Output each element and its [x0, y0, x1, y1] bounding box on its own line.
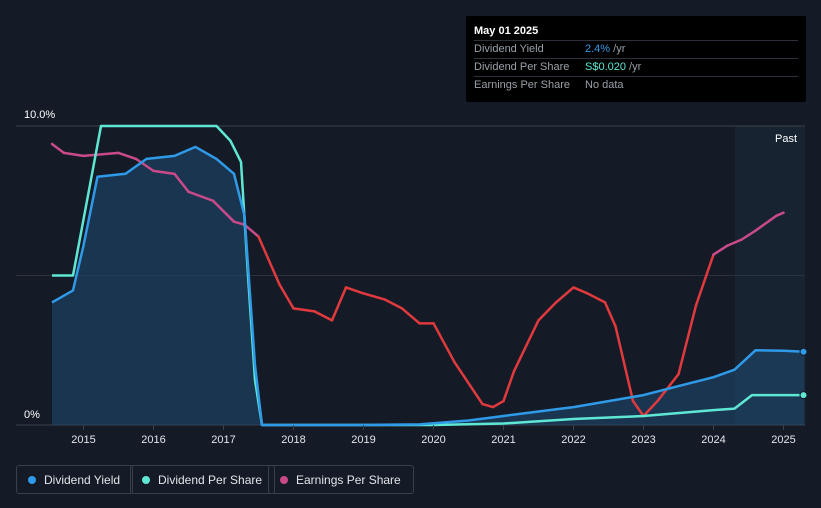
tooltip-label: Earnings Per Share — [474, 79, 570, 91]
eps-line-segment — [292, 307, 316, 313]
legend-dot-icon — [142, 475, 150, 484]
eps-line-segment — [383, 298, 404, 310]
x-tick-label: 2024 — [701, 434, 725, 446]
legend-item-dividend-per-share[interactable]: Dividend Per Share — [130, 465, 276, 494]
eps-line-segment — [50, 142, 66, 155]
eps-line-segment — [554, 286, 575, 304]
eps-line-segment — [572, 286, 589, 295]
y-label-bottom: 0% — [24, 409, 40, 421]
eps-line-segment — [586, 292, 607, 304]
x-tick-label: 2021 — [491, 434, 515, 446]
tooltip-value: No data — [585, 79, 624, 91]
tooltip-value: S$0.020 — [585, 61, 626, 73]
eps-line-segment — [187, 190, 215, 202]
eps-line-segment — [400, 307, 421, 325]
tooltip-unit: /yr — [625, 61, 642, 73]
x-tick-label: 2015 — [71, 434, 95, 446]
x-tick-label: 2019 — [351, 434, 375, 446]
eps-line-segment — [313, 310, 334, 322]
series-layer — [50, 124, 808, 427]
x-tick-label: 2025 — [771, 434, 795, 446]
x-tick-label: 2016 — [141, 434, 165, 446]
eps-line-segment — [642, 399, 659, 418]
tooltip-value: 2.4% — [585, 43, 611, 55]
legend-dot-icon — [280, 475, 288, 484]
x-tick-label: 2022 — [561, 434, 585, 446]
eps-line-segment — [152, 169, 176, 176]
eps-line-segment — [344, 286, 365, 295]
legend-label: Earnings Per Share — [296, 472, 401, 487]
eps-line-segment — [754, 214, 778, 232]
eps-line-segment — [278, 283, 295, 310]
eps-line-segment — [726, 238, 743, 247]
x-ticks: 2015 2016 2017 2018 2019 2020 2021 2022 2023 2024… — [71, 425, 796, 446]
eps-line-segment — [62, 151, 85, 158]
eps-line-segment — [502, 369, 516, 403]
tooltip: May 01 2025 Dividend Yield 2.4% /yr Divi… — [466, 16, 806, 102]
tooltip-row-dividend-per-share: Dividend Per Share S$0.020 /yr — [474, 58, 798, 76]
eps-line-segment — [694, 253, 715, 307]
dividend-yield-area — [52, 146, 805, 425]
eps-line-segment — [232, 220, 246, 226]
x-tick-label: 2018 — [281, 434, 305, 446]
legend-item-earnings-per-share[interactable]: Earnings Per Share — [268, 465, 414, 494]
eps-line-segment — [614, 325, 635, 403]
tooltip-label: Dividend Yield — [474, 43, 544, 55]
y-label-top: 10.0% — [24, 109, 55, 121]
eps-line-segment — [362, 292, 386, 301]
legend-item-dividend-yield[interactable]: Dividend Yield — [16, 465, 134, 494]
eps-line-segment — [481, 402, 495, 409]
tooltip-row-dividend-yield: Dividend Yield 2.4% /yr — [474, 40, 798, 58]
eps-line-segment — [173, 172, 190, 194]
eps-line-segment — [775, 211, 785, 217]
eps-line-segment — [740, 229, 757, 241]
eps-line-segment — [243, 223, 260, 238]
eps-line-segment — [631, 399, 645, 418]
x-tick-label: 2023 — [631, 434, 655, 446]
eps-line-segment — [432, 322, 456, 364]
eps-line-segment — [512, 319, 540, 373]
eps-line-segment — [712, 244, 729, 256]
tooltip-date: May 01 2025 — [474, 25, 539, 37]
eps-line-segment — [537, 301, 558, 322]
dividend-yield-line — [51, 145, 805, 427]
dividend-yield-end-marker — [799, 347, 808, 356]
legend-label: Dividend Per Share — [158, 472, 263, 487]
eps-line-segment — [257, 235, 281, 286]
legend-label: Dividend Yield — [44, 472, 121, 487]
legend-dot-icon — [28, 475, 36, 484]
eps-line-segment — [211, 199, 236, 223]
past-label: Past — [775, 133, 797, 145]
eps-line-segment — [491, 399, 505, 409]
tooltip-label: Dividend Per Share — [474, 61, 570, 73]
tooltip-row-earnings-per-share: Earnings Per Share No data — [474, 76, 798, 94]
eps-line-segment — [330, 286, 348, 322]
tooltip-unit: /yr — [610, 43, 626, 55]
eps-line-segment — [82, 151, 120, 158]
x-tick-label: 2020 — [421, 434, 445, 446]
eps-line-segment — [603, 301, 617, 328]
eps-line-segment — [453, 360, 484, 406]
x-tick-label: 2017 — [211, 434, 235, 446]
dividend-per-share-end-marker — [799, 391, 808, 400]
eps-line-segment — [117, 151, 138, 161]
eps-line-segment — [134, 157, 155, 173]
eps-line-segment — [677, 304, 698, 376]
